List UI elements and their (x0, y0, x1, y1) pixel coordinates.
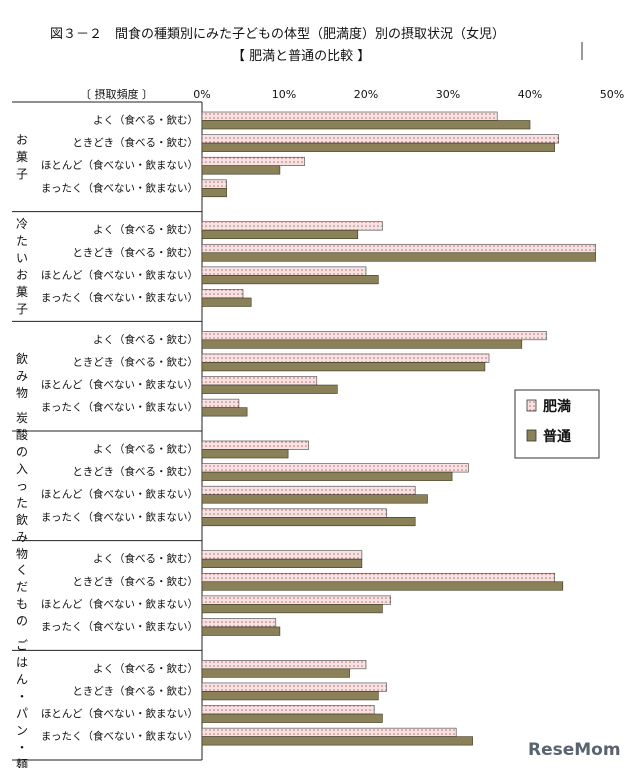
bar-normal (201, 558, 363, 568)
category-label: ほとんど（食べない・飲まない） (41, 597, 198, 610)
bar-normal (201, 471, 453, 481)
bar-obese (201, 595, 391, 605)
bar-obese (201, 440, 309, 450)
category-label: ときどき（食べる・飲む） (72, 246, 198, 259)
bar-obese (201, 682, 387, 692)
frequency-header: 〔 摂取頻度 〕 (80, 87, 153, 101)
bar-obese (201, 727, 457, 737)
category-label: まったく（食べない・飲まない） (41, 401, 198, 414)
legend-label: 普通 (543, 428, 571, 445)
bar-normal (201, 339, 523, 349)
bar-normal (201, 252, 596, 262)
category-label: ときどき（食べる・飲む） (72, 136, 198, 149)
bar-normal (201, 449, 289, 459)
bar-obese (201, 705, 375, 715)
bar-normal (201, 165, 281, 175)
chart-title: 図３－２ 間食の種類別にみた子どもの体型（肥満度）別の摂取状況（女児） (50, 26, 505, 42)
category-label: ほとんど（食べない・飲まない） (41, 378, 198, 391)
bar-normal (201, 188, 227, 198)
bar-obese (201, 463, 469, 473)
x-tick-label: 40% (518, 88, 542, 101)
bar-obese (201, 331, 547, 341)
bar-obese (201, 618, 277, 628)
category-label: よく（食べる・飲む） (93, 552, 198, 565)
bar-obese (201, 156, 305, 166)
bar-normal (201, 516, 416, 527)
category-label: ときどき（食べる・飲む） (72, 465, 198, 478)
bar-normal (201, 668, 350, 678)
group-label: くだもの (16, 563, 28, 628)
bar-obese (201, 398, 240, 408)
category-label: よく（食べる・飲む） (93, 662, 198, 675)
bar-normal (201, 626, 281, 636)
category-label: まったく（食べない・飲まない） (41, 291, 198, 304)
x-tick-label: 50% (600, 88, 624, 101)
bar-obese (201, 572, 555, 583)
bar-obese (201, 179, 227, 189)
bar-obese (201, 660, 367, 670)
group-label: 炭酸の入った飲み物 (16, 411, 28, 561)
category-label: まったく（食べない・飲まない） (41, 620, 198, 633)
category-label: まったく（食べない・飲まない） (41, 510, 198, 523)
category-label: ほとんど（食べない・飲まない） (41, 268, 198, 281)
category-label: ほとんど（食べない・飲まない） (41, 707, 198, 720)
bar-obese (201, 353, 490, 363)
bar-normal (201, 736, 473, 746)
bar-obese (201, 221, 383, 231)
x-tick-label: 10% (272, 88, 296, 101)
group-label: ごはん・パン・麺 (16, 638, 28, 768)
bar-normal (201, 384, 338, 394)
category-label: ほとんど（食べない・飲まない） (41, 488, 198, 501)
category-label: ときどき（食べる・飲む） (72, 575, 198, 588)
bar-normal (201, 275, 379, 285)
category-label: よく（食べる・飲む） (93, 223, 198, 236)
bar-obese (201, 266, 367, 276)
group-label: 飲み物 (16, 351, 28, 400)
bar-obese (201, 550, 363, 560)
bar-obese (201, 289, 244, 299)
bar-obese (201, 134, 560, 144)
legend-swatch (526, 429, 537, 442)
x-tick-label: 20% (354, 88, 378, 101)
bar-obese (201, 111, 498, 121)
bar-normal (201, 297, 252, 307)
category-label: ほとんど（食べない・飲まない） (41, 159, 198, 172)
watermark: ReseMom (528, 740, 621, 760)
legend-swatch (526, 399, 537, 412)
bar-normal (201, 229, 359, 239)
category-label: まったく（食べない・飲まない） (41, 730, 198, 743)
bar-normal (201, 142, 555, 152)
category-label: ときどき（食べる・飲む） (72, 355, 198, 368)
bar-obese (201, 243, 596, 254)
bar-normal (201, 494, 428, 504)
category-label: よく（食べる・飲む） (93, 443, 198, 456)
bar-normal (201, 362, 486, 372)
category-label: よく（食べる・飲む） (93, 114, 198, 127)
group-label: 冷たいお菓子 (16, 217, 28, 316)
x-tick-label: 30% (436, 88, 460, 101)
bar-obese (201, 376, 318, 386)
chart-subtitle: 【 肥満と普通の比較 】 (232, 49, 370, 64)
group-label: お菓子 (16, 133, 28, 181)
bar-normal (201, 581, 564, 591)
bar-normal (201, 604, 383, 614)
bar-obese (201, 508, 387, 518)
bar-normal (201, 713, 383, 723)
bar-obese (201, 485, 416, 496)
category-label: まったく（食べない・飲まない） (41, 181, 198, 194)
legend-label: 肥満 (543, 398, 571, 415)
x-tick-label: 0% (193, 88, 210, 101)
bar-normal (201, 120, 531, 130)
category-label: よく（食べる・飲む） (93, 333, 198, 346)
category-label: ときどき（食べる・飲む） (72, 684, 198, 697)
bar-normal (201, 407, 248, 417)
bar-normal (201, 691, 379, 701)
